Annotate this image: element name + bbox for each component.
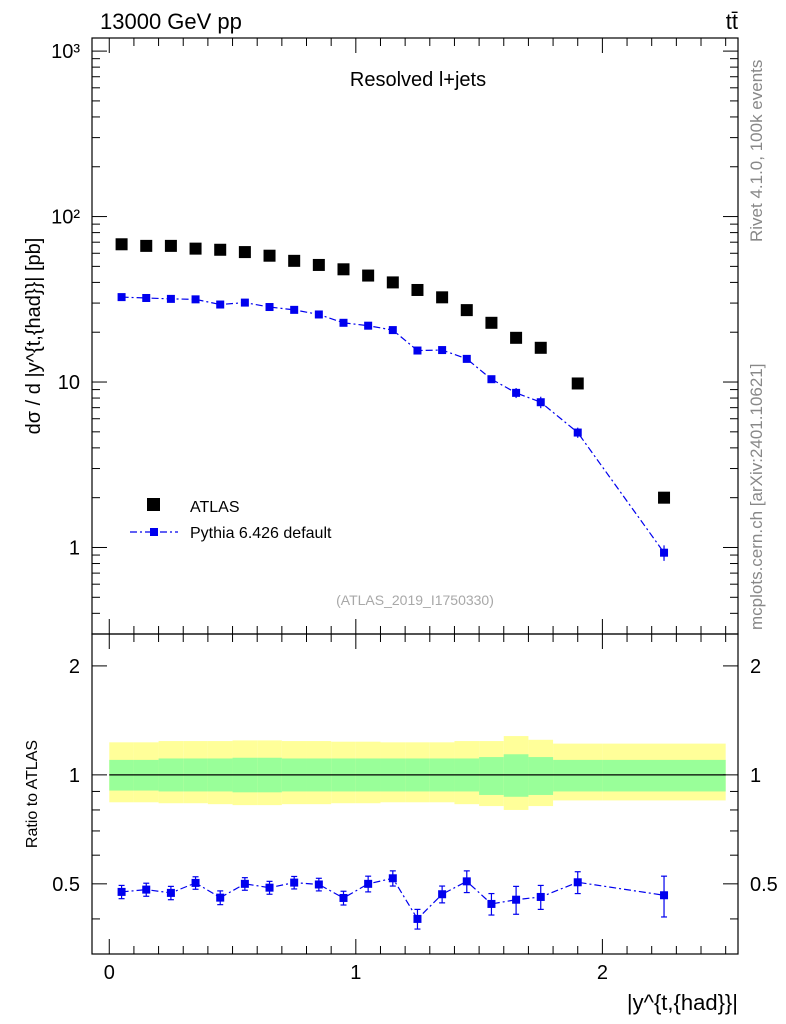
- x-tick-label: 2: [597, 962, 608, 984]
- ratio-frame: [91, 633, 739, 955]
- ratio-pythia-point: [364, 879, 373, 888]
- legend-pythia-marker: [150, 528, 158, 536]
- atlas-data-point: [164, 239, 177, 252]
- ratio-pythia-point: [462, 877, 471, 886]
- pythia-data-point: [536, 398, 545, 407]
- ratio-y-tick-label-right: 2: [750, 656, 761, 678]
- pythia-data-point: [573, 428, 582, 437]
- pythia-data-point: [339, 318, 348, 327]
- energy-label: 13000 GeV pp: [100, 9, 242, 34]
- pythia-data-point: [660, 548, 669, 557]
- ratio-pythia-point: [339, 893, 348, 902]
- ratio-pythia-point: [413, 914, 422, 923]
- pythia-data-point: [142, 293, 151, 302]
- x-tick-label: 0: [104, 962, 115, 984]
- ratio-pythia-point: [573, 878, 582, 887]
- ratio-pythia-point: [438, 890, 447, 899]
- atlas-data-point: [460, 304, 473, 317]
- ratio-pythia-point: [216, 893, 225, 902]
- main-frame: [91, 37, 739, 635]
- atlas-data-point: [658, 491, 671, 504]
- main-y-tick-label: 10²: [51, 207, 80, 229]
- pythia-data-point: [388, 326, 397, 335]
- ratio-pythia-point: [265, 883, 274, 892]
- ratio-pythia-point: [487, 899, 496, 908]
- main-y-axis-label: dσ / d |y^{t,{had}}| [pb]: [23, 238, 45, 435]
- ratio-y-tick-label-right: 0.5: [750, 874, 778, 896]
- pythia-data-point: [438, 346, 447, 355]
- pythia-data-point: [166, 294, 175, 303]
- atlas-data-point: [386, 276, 399, 289]
- pythia-data-point: [265, 303, 274, 312]
- pythia-data-point: [314, 310, 323, 319]
- atlas-data-point: [263, 249, 276, 262]
- ratio-band-inner-segment: [602, 759, 726, 792]
- atlas-data-point: [436, 291, 449, 304]
- main-y-tick-label: 1: [69, 537, 80, 559]
- pythia-data-point: [216, 300, 225, 309]
- ratio-y-tick-label-left: 1: [69, 765, 80, 787]
- ratio-pythia-point: [117, 887, 126, 896]
- main-title: Resolved l+jets: [350, 69, 486, 91]
- pythia-data-point: [413, 346, 422, 355]
- ratio-band-inner-segment: [479, 757, 504, 795]
- atlas-data-point: [485, 316, 498, 329]
- atlas-data-point: [189, 242, 202, 255]
- ratio-pythia-point: [290, 878, 299, 887]
- ratio-pythia-point: [142, 885, 151, 894]
- ratio-pythia-point: [536, 892, 545, 901]
- process-label: tt̄: [726, 9, 738, 34]
- ratio-band-inner-segment: [553, 759, 603, 792]
- legend-atlas-marker: [147, 498, 160, 511]
- atlas-data-point: [534, 341, 547, 354]
- legend-atlas-label: ATLAS: [190, 499, 240, 516]
- ratio-band-inner-segment: [528, 757, 554, 795]
- atlas-data-point: [288, 254, 301, 267]
- main-y-tick-label: 10³: [51, 41, 80, 63]
- atlas-data-point: [571, 377, 584, 390]
- ratio-y-tick-label-right: 1: [750, 765, 761, 787]
- ratio-pythia-point: [240, 879, 249, 888]
- atlas-data-point: [214, 243, 227, 256]
- atlas-data-point: [510, 331, 523, 344]
- ratio-pythia-point: [660, 891, 669, 900]
- pythia-data-point: [191, 295, 200, 304]
- ratio-y-axis-label: Ratio to ATLAS: [24, 740, 41, 848]
- pythia-data-point: [462, 354, 471, 363]
- pythia-data-point: [240, 298, 249, 307]
- ratio-band-inner-segment: [503, 754, 529, 797]
- rivet-version-label: Rivet 4.1.0, 100k events: [747, 60, 766, 242]
- ratio-pythia-point: [512, 895, 521, 904]
- pythia-data-point: [117, 293, 126, 302]
- pythia-data-point: [487, 375, 496, 384]
- ratio-panel: Ratio to ATLAS |y^{t,{had}}|: [24, 633, 739, 1015]
- main-y-tick-label: 10: [58, 372, 80, 394]
- ratio-pythia-point: [166, 888, 175, 897]
- ratio-pythia-line: [121, 877, 665, 920]
- main-panel: Resolved l+jets (ATLAS_2019_I1750330) dσ…: [23, 37, 739, 635]
- atlas-data-point: [312, 258, 325, 271]
- pythia-data-point: [364, 321, 373, 330]
- atlas-data-point: [411, 283, 424, 296]
- ratio-pythia-point: [388, 874, 397, 883]
- legend: ATLAS Pythia 6.426 default: [130, 498, 332, 542]
- pythia-data-point: [512, 388, 521, 397]
- x-tick-label: 1: [350, 962, 361, 984]
- analysis-label: (ATLAS_2019_I1750330): [336, 592, 494, 608]
- ratio-y-tick-label-left: 0.5: [52, 874, 80, 896]
- atlas-data-point: [337, 263, 350, 276]
- mcplots-label: mcplots.cern.ch [arXiv:2401.10621]: [747, 364, 766, 630]
- ratio-y-tick-label-left: 2: [69, 656, 80, 678]
- x-axis-label: |y^{t,{had}}|: [627, 990, 738, 1015]
- atlas-data-point: [362, 269, 375, 282]
- legend-pythia-label: Pythia 6.426 default: [190, 525, 332, 542]
- atlas-data-point: [140, 239, 153, 252]
- atlas-data-point: [115, 238, 128, 251]
- ratio-pythia-point: [191, 878, 200, 887]
- pythia-data-point: [290, 305, 299, 314]
- pythia-line: [121, 296, 665, 554]
- atlas-data-point: [238, 246, 251, 259]
- ratio-pythia-point: [314, 880, 323, 889]
